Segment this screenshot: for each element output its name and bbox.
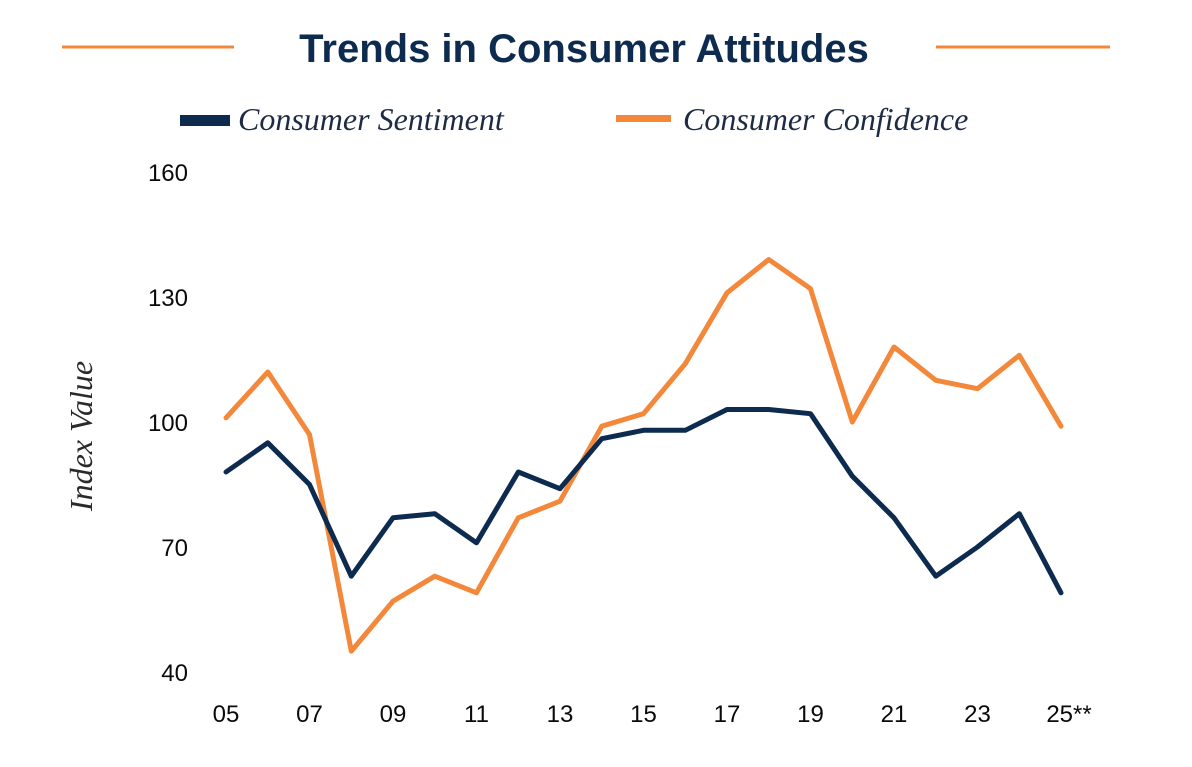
y-tick-label: 70: [161, 535, 188, 562]
x-tick-label: 07: [296, 701, 323, 728]
x-tick-label: 09: [380, 701, 407, 728]
y-tick-label: 100: [148, 410, 188, 437]
x-tick-label: 19: [797, 701, 824, 728]
series-line-consumer-confidence: [223, 257, 1064, 654]
legend: Consumer Sentiment Consumer Confidence: [180, 101, 968, 137]
y-tick-label: 40: [161, 660, 188, 687]
x-axis-ticks: 05 07 09 11 13 15 17 19 21 23 25**: [213, 701, 1092, 728]
x-tick-label: 11: [464, 701, 489, 728]
series-line-consumer-sentiment: [223, 407, 1064, 596]
chart-title: Trends in Consumer Attitudes: [299, 27, 869, 71]
legend-label-confidence: Consumer Confidence: [683, 101, 968, 137]
legend-swatch-confidence: [616, 115, 671, 122]
x-tick-label: 15: [630, 701, 657, 728]
y-tick-label: 160: [148, 160, 188, 187]
legend-label-sentiment: Consumer Sentiment: [238, 101, 505, 137]
legend-swatch-sentiment: [180, 115, 230, 126]
x-tick-label: 13: [547, 701, 574, 728]
x-tick-label: 17: [714, 701, 741, 728]
x-tick-label: 25**: [1046, 701, 1091, 728]
y-axis-label: Index Value: [63, 361, 99, 512]
y-tick-label: 130: [148, 285, 188, 312]
x-tick-label: 23: [964, 701, 991, 728]
y-axis-ticks: 40 70 100 130 160: [148, 160, 188, 687]
series-lines: [223, 257, 1064, 654]
x-tick-label: 21: [881, 701, 908, 728]
x-tick-label: 05: [213, 701, 240, 728]
